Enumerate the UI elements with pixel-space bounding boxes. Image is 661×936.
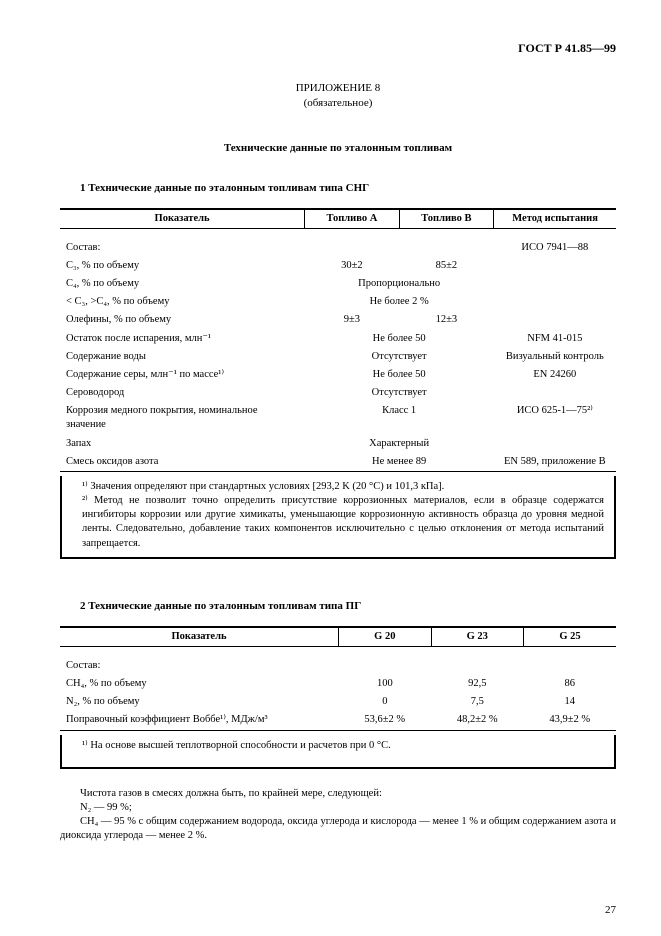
t1-r8-param: Содержание серы, млн⁻¹ по массе¹⁾ [60,366,305,384]
t2-r4-g23: 48,2±2 % [431,711,523,730]
t1-r6-span: Не более 50 [305,330,494,348]
t1-r5-a: 9±3 [305,311,400,329]
t1-r5-m [494,311,616,329]
t1-r1-param: Состав: [60,239,305,257]
t1-r1-b [399,239,494,257]
t1-h-param: Показатель [60,209,305,229]
t2-r2-g23: 92,5 [431,675,523,693]
t2-r4-g25: 43,9±2 % [524,711,616,730]
t1-r9-m [494,384,616,402]
t1-r12-m: EN 589, приложение В [494,453,616,472]
t1-r7-param: Содержание воды [60,348,305,366]
t1-r1-m: ИСО 7941—88 [494,239,616,257]
t1-r11-m [494,435,616,453]
t2-r2-g20: 100 [339,675,431,693]
table1: Показатель Топливо А Топливо В Метод исп… [60,208,616,472]
t1-r2-b: 85±2 [399,257,494,275]
section1-title: 1 Технические данные по эталонным топлив… [80,181,616,196]
t1-r7-span: Отсутствует [305,348,494,366]
t2-r2-param: CH₄, % по объему [60,675,339,693]
t2-h-g25: G 25 [524,627,616,647]
t2-r3-param: N₂, % по объему [60,693,339,711]
t1-r2-m [494,257,616,275]
document-id: ГОСТ Р 41.85—99 [60,40,616,56]
t2-r1-g20 [339,657,431,675]
t1-r6-param: Остаток после испарения, млн⁻¹ [60,330,305,348]
t2-r4-param: Поправочный коэффициент Воббе¹⁾, МДж/м³ [60,711,339,730]
body-p2: N₂ — 99 %; [60,801,616,815]
t1-r5-b: 12±3 [399,311,494,329]
annex-subtitle: (обязательное) [60,96,616,111]
t2-r1-g25 [524,657,616,675]
t2-r3-g25: 14 [524,693,616,711]
t2-note1: ¹⁾ На основе высшей теплотворной способн… [82,739,604,753]
main-title: Технические данные по эталонным топливам [60,141,616,156]
t1-r10-span: Класс 1 [305,402,494,434]
page: ГОСТ Р 41.85—99 ПРИЛОЖЕНИЕ 8 (обязательн… [0,0,661,936]
t2-r4-g20: 53,6±2 % [339,711,431,730]
body-text: Чистота газов в смесях должна быть, по к… [60,787,616,844]
table2-notes: ¹⁾ На основе высшей теплотворной способн… [60,735,616,769]
t2-h-g23: G 23 [431,627,523,647]
t2-h-g20: G 20 [339,627,431,647]
t1-r4-span: Не более 2 % [305,293,494,311]
t2-h-param: Показатель [60,627,339,647]
annex-title: ПРИЛОЖЕНИЕ 8 [60,81,616,96]
t1-r8-span: Не более 50 [305,366,494,384]
t2-r3-g20: 0 [339,693,431,711]
t1-r4-m [494,293,616,311]
t1-note1: ¹⁾ Значения определяют при стандартных у… [82,480,604,494]
t1-r12-param: Смесь оксидов азота [60,453,305,472]
t1-r10-param: Коррозия медного покрытия, номинальное з… [60,402,305,434]
t1-r11-param: Запах [60,435,305,453]
body-p1: Чистота газов в смесях должна быть, по к… [60,787,616,801]
t1-r3-span: Пропорционально [305,275,494,293]
t2-r1-param: Состав: [60,657,339,675]
t1-h-b: Топливо В [399,209,494,229]
t2-r1-g23 [431,657,523,675]
t1-r7-m: Визуальный контроль [494,348,616,366]
t2-r3-g23: 7,5 [431,693,523,711]
body-p3: CH₄ — 95 % с общим содержанием водорода,… [60,815,616,843]
t1-r1-a [305,239,400,257]
section2-title: 2 Технические данные по эталонным топлив… [80,599,616,614]
t1-h-a: Топливо А [305,209,400,229]
t1-r2-a: 30±2 [305,257,400,275]
t1-h-method: Метод испытания [494,209,616,229]
t1-r9-param: Сероводород [60,384,305,402]
table2: Показатель G 20 G 23 G 25 Состав: CH₄, %… [60,626,616,731]
t1-note2: ²⁾ Метод не позволит точно определить пр… [82,494,604,551]
t1-r11-span: Характерный [305,435,494,453]
t1-r3-param: C₄, % по объему [60,275,305,293]
t1-r8-m: EN 24260 [494,366,616,384]
t1-r2-param: C₃, % по объему [60,257,305,275]
t1-r6-m: NFM 41-015 [494,330,616,348]
table1-notes: ¹⁾ Значения определяют при стандартных у… [60,476,616,559]
t1-r12-span: Не менее 89 [305,453,494,472]
t1-r10-m: ИСО 625-1—75²⁾ [494,402,616,434]
t1-r4-param: < C₃, >C₄, % по объему [60,293,305,311]
t1-r3-m [494,275,616,293]
t1-r5-param: Олефины, % по объему [60,311,305,329]
t1-r9-span: Отсутствует [305,384,494,402]
page-number: 27 [605,903,616,918]
t2-r2-g25: 86 [524,675,616,693]
